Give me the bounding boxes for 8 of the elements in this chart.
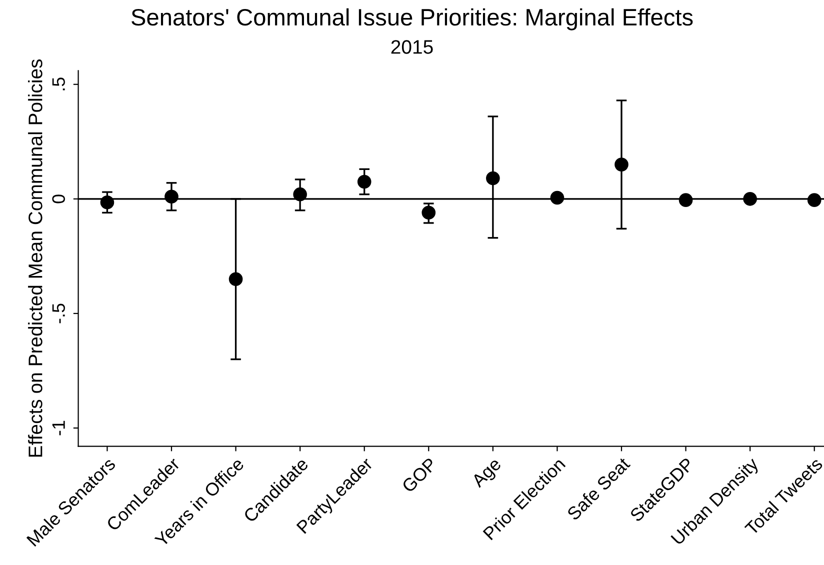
y-axis-title: Effects on Predicted Mean Communal Policies	[28, 59, 42, 457]
y-tick-label: 0	[52, 194, 65, 204]
y-tick-label: .5	[52, 78, 65, 90]
x-tick-label: Age	[470, 457, 504, 491]
y-tick-label: -.5	[52, 304, 65, 324]
chart-subtitle: 2015	[391, 40, 433, 54]
chart-title: Senators' Communal Issue Priorities: Marginal Effects	[132, 8, 693, 30]
y-tick-label: -1	[52, 420, 65, 436]
